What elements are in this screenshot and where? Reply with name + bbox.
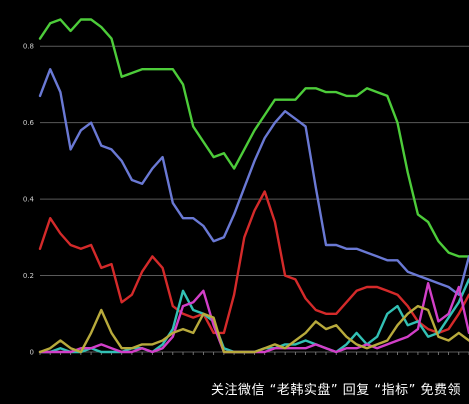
y-tick-label: 0.4 (23, 196, 35, 204)
y-tick-label: 0 (30, 349, 34, 357)
y-axis: 0 0.2 0.4 0.6 0.8 (23, 43, 35, 357)
y-tick-label: 0.6 (23, 119, 35, 127)
series-line-6 (38, 304, 469, 354)
series-line-3 (38, 190, 469, 335)
watermark-text: 关注微信 “老韩实盘” 回复 “指标” 免费领 (211, 383, 461, 398)
series-line-2 (38, 67, 469, 296)
grid-layer (40, 45, 469, 353)
series-line-1 (38, 18, 469, 258)
y-tick-label: 0.8 (23, 43, 34, 51)
series-layer (38, 18, 469, 354)
y-tick-label: 0.2 (23, 272, 34, 280)
